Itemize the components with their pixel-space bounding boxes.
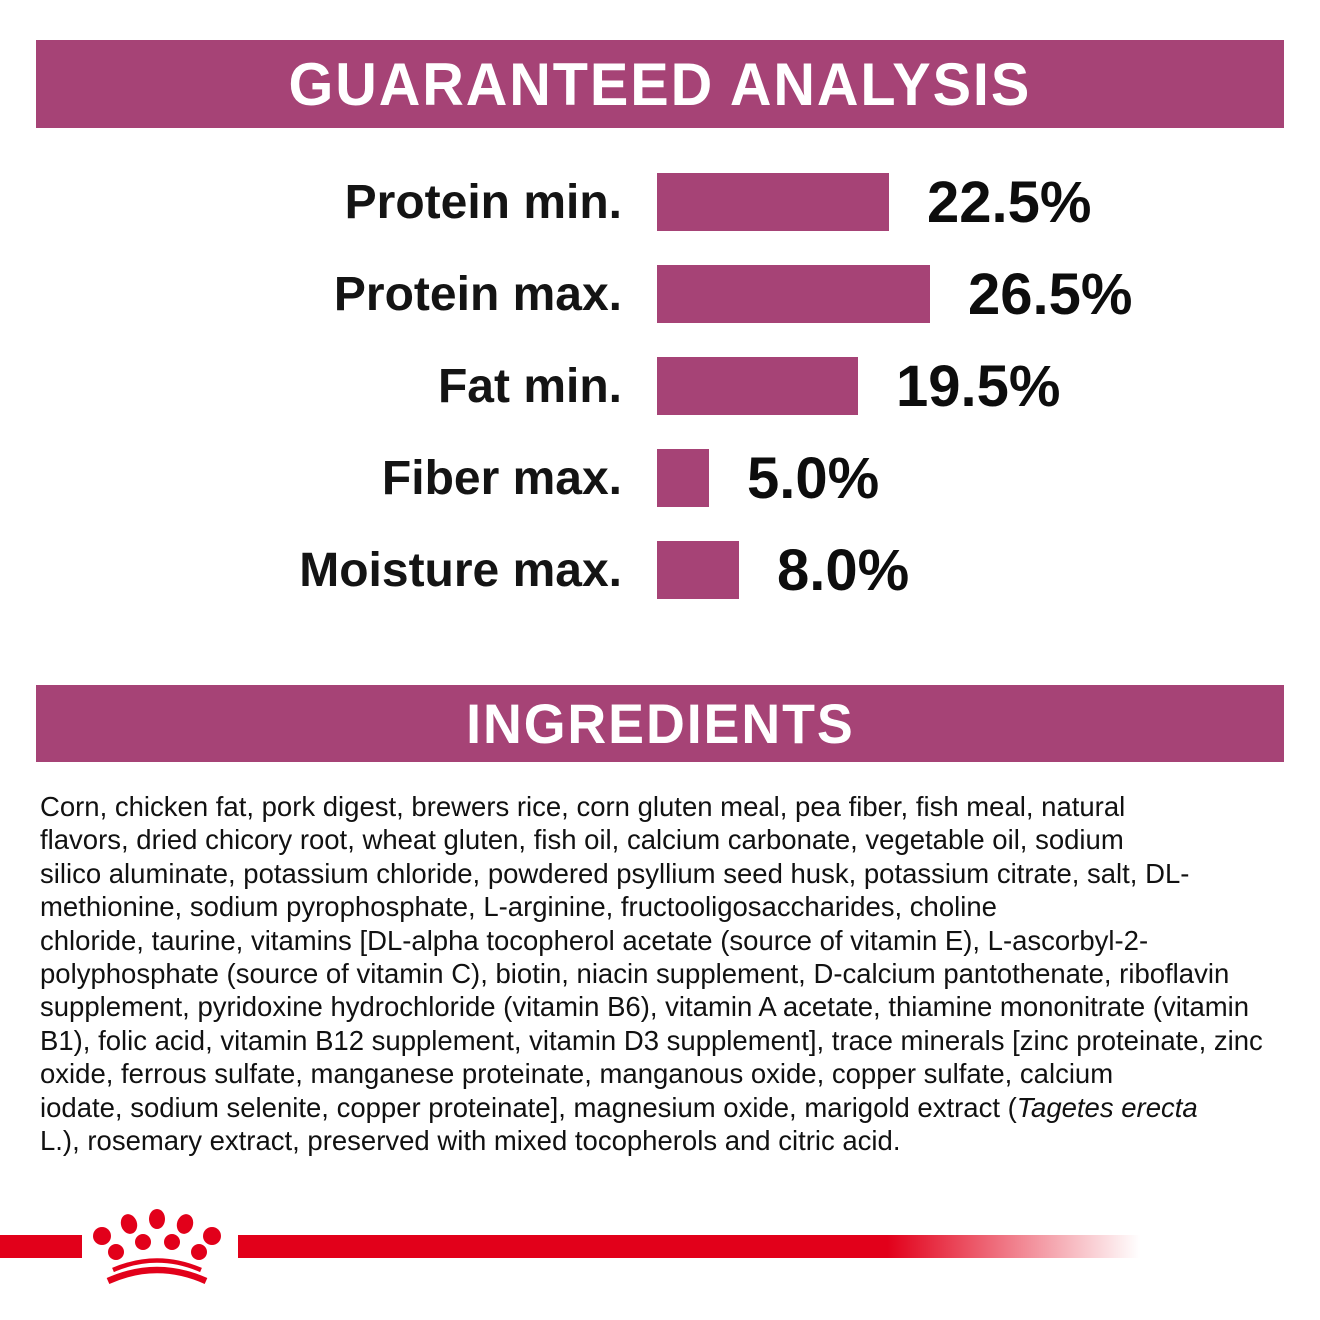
ga-row-label: Protein min. xyxy=(344,175,622,229)
ga-row-bar xyxy=(657,541,739,599)
royal-canin-crown-icon xyxy=(93,1209,221,1284)
ga-row: Fat min. 19.5% xyxy=(0,340,1320,432)
ga-row-label: Fat min. xyxy=(437,359,622,413)
ga-row-label: Moisture max. xyxy=(299,543,622,597)
ga-row: Protein min. 22.5% xyxy=(0,156,1320,248)
ga-row-value: 8.0% xyxy=(777,537,910,603)
ga-row-value: 5.0% xyxy=(747,445,880,511)
ga-row-value: 26.5% xyxy=(968,261,1133,327)
ga-row-bar xyxy=(657,357,858,415)
ga-row: Protein max. 26.5% xyxy=(0,248,1320,340)
ga-row-label: Protein max. xyxy=(333,267,622,321)
red-stripe-left xyxy=(0,1235,82,1258)
ga-row: Fiber max. 5.0% xyxy=(0,432,1320,524)
guaranteed-analysis-title: GUARANTEED ANALYSIS xyxy=(288,50,1032,118)
guaranteed-analysis-header: GUARANTEED ANALYSIS xyxy=(36,40,1284,128)
ga-row-value: 19.5% xyxy=(896,353,1061,419)
ga-row-bar xyxy=(657,449,709,507)
ingredients-title: INGREDIENTS xyxy=(465,692,855,755)
ga-row: Moisture max. 8.0% xyxy=(0,524,1320,616)
ga-row-bar xyxy=(657,265,930,323)
ga-row-label: Fiber max. xyxy=(381,451,622,505)
ga-row-value: 22.5% xyxy=(927,169,1092,235)
guaranteed-analysis-chart: Protein min. 22.5% Protein max. 26.5% Fa… xyxy=(0,156,1320,616)
ingredients-text: Corn, chicken fat, pork digest, brewers … xyxy=(40,791,1263,1157)
ga-row-bar xyxy=(657,173,889,231)
ingredients-header: INGREDIENTS xyxy=(36,685,1284,762)
red-stripe-right xyxy=(238,1235,1140,1258)
